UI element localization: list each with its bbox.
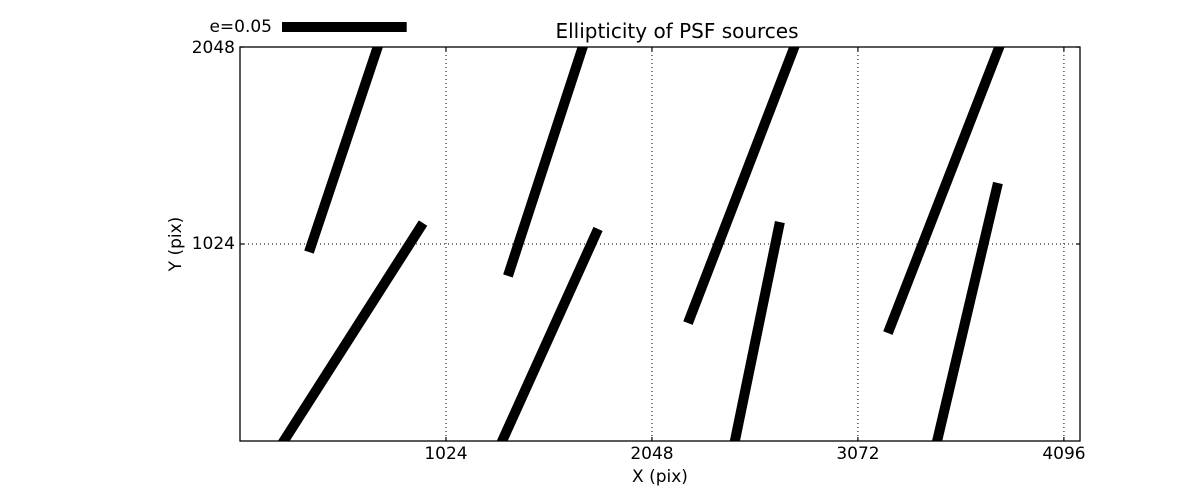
whisker-line xyxy=(683,47,800,325)
whisker-line xyxy=(503,47,588,278)
plot-border xyxy=(239,46,1081,442)
x-tick-label: 1024 xyxy=(424,444,468,464)
whisker-line xyxy=(496,226,603,441)
legend-key-bar xyxy=(282,22,407,32)
legend-key-label: e=0.05 xyxy=(209,17,272,37)
x-axis-label: X (pix) xyxy=(632,467,688,487)
figure-title: Ellipticity of PSF sources xyxy=(555,19,799,43)
y-axis-label: Y (pix) xyxy=(166,216,186,272)
y-tick-label: 1024 xyxy=(191,234,235,254)
x-tick-label: 2048 xyxy=(630,444,674,464)
whisker-line xyxy=(304,47,383,254)
x-tick-label: 3072 xyxy=(836,444,880,464)
whisker-line xyxy=(883,47,1005,335)
whisker-line xyxy=(729,221,785,441)
x-tick-label: 4096 xyxy=(1042,444,1086,464)
whisker-line xyxy=(277,220,428,441)
y-tick-label: 2048 xyxy=(191,38,235,58)
whisker-line xyxy=(931,181,1003,441)
